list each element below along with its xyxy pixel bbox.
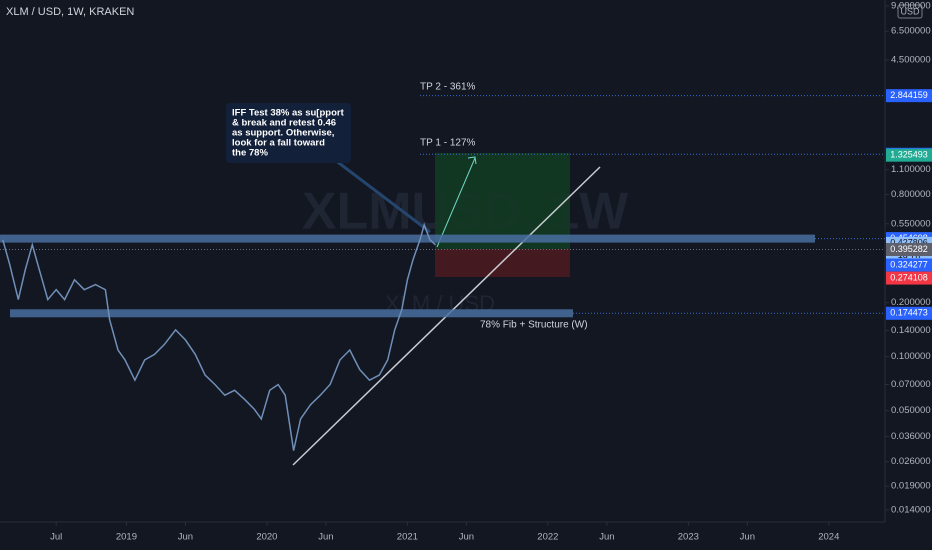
x-tick-label: 2021 bbox=[397, 532, 418, 543]
x-tick-label: 2023 bbox=[678, 532, 699, 543]
price-tag-label: 0.174473 bbox=[890, 308, 928, 318]
x-tick-label: Jun bbox=[740, 532, 755, 543]
loss-zone bbox=[435, 249, 570, 277]
price-tag-label: 2.844159 bbox=[890, 90, 928, 100]
tp2-label: TP 2 - 361% bbox=[420, 82, 476, 93]
y-tick-label: 0.100000 bbox=[891, 351, 931, 362]
price-tag-label: 0.274108 bbox=[890, 272, 928, 282]
x-tick-label: Jul bbox=[50, 532, 62, 543]
level-zone bbox=[0, 234, 815, 243]
chart-title: XLM / USD, 1W, KRAKEN bbox=[6, 6, 134, 18]
y-tick-label: 0.800000 bbox=[891, 189, 931, 200]
x-tick-label: 2020 bbox=[256, 532, 277, 543]
y-tick-label: 6.500000 bbox=[891, 26, 931, 37]
price-tag bbox=[886, 243, 932, 257]
x-tick-label: Jun bbox=[318, 532, 333, 543]
y-tick-label: 9.000000 bbox=[891, 0, 931, 11]
price-tag-label: 0.324277 bbox=[890, 259, 928, 269]
y-tick-label: 0.026000 bbox=[891, 456, 931, 467]
target-arrow bbox=[436, 157, 476, 248]
x-tick-label: Jun bbox=[599, 532, 614, 543]
arrow-head bbox=[467, 156, 477, 165]
y-tick-label: 0.200000 bbox=[891, 297, 931, 308]
currency-box bbox=[897, 4, 923, 19]
note-line: & break and retest 0.46 bbox=[232, 118, 336, 129]
x-tick-label: Jun bbox=[178, 532, 193, 543]
price-tag-label: 0.427806 bbox=[890, 238, 928, 248]
y-tick-label: 4.500000 bbox=[891, 54, 931, 65]
y-tick-label: 0.036000 bbox=[891, 431, 931, 442]
y-tick-label: 1.100000 bbox=[891, 164, 931, 175]
currency: USD bbox=[900, 6, 920, 16]
y-tick-label: 0.550000 bbox=[891, 218, 931, 229]
note-pointer bbox=[334, 158, 431, 234]
y-tick-label: 0.014000 bbox=[891, 504, 931, 515]
price-tag bbox=[886, 89, 932, 103]
price-tag-label: 0.395282 bbox=[890, 244, 928, 254]
price-tag-label: 1.325493 bbox=[890, 150, 928, 160]
price-line bbox=[2, 222, 436, 451]
note-box bbox=[226, 103, 351, 163]
note-line: the 78% bbox=[232, 148, 268, 159]
y-tick-label: 0.070000 bbox=[891, 379, 931, 390]
y-tick-label: 0.019000 bbox=[891, 481, 931, 492]
price-tag bbox=[886, 148, 932, 162]
x-tick-label: 2022 bbox=[537, 532, 558, 543]
tp1-label: TP 1 - 127% bbox=[420, 138, 476, 149]
profit-zone bbox=[435, 153, 570, 249]
price-tag bbox=[886, 258, 932, 272]
note-line: look for a fall toward bbox=[232, 138, 325, 149]
y-tick-label: 0.140000 bbox=[891, 325, 931, 336]
note-line: IFF Test 38% as su[pport bbox=[232, 108, 345, 119]
level-zone bbox=[10, 309, 573, 318]
x-tick-label: Jun bbox=[459, 532, 474, 543]
price-tag bbox=[886, 306, 932, 320]
note-line: as support. Otherwise, bbox=[232, 128, 334, 139]
y-tick-label: 0.050000 bbox=[891, 405, 931, 416]
x-tick-label: 2019 bbox=[116, 532, 137, 543]
price-tag bbox=[886, 271, 932, 285]
x-tick-label: 2024 bbox=[818, 532, 839, 543]
fib-label: 78% Fib + Structure (W) bbox=[480, 320, 588, 331]
